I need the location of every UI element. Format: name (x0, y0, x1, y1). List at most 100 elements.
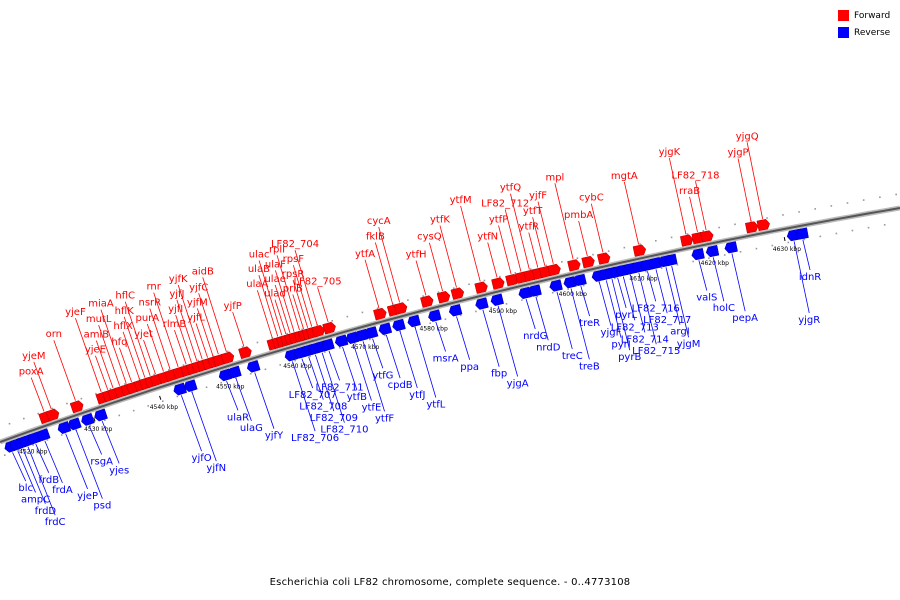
gene-label: ytfG (372, 370, 393, 381)
gene-arrow[interactable] (69, 400, 84, 414)
gene-arrow[interactable] (597, 252, 611, 265)
gene-arrow[interactable] (220, 351, 235, 365)
gene-arrow[interactable] (321, 338, 335, 351)
gene-label: purA (135, 313, 159, 324)
gene-arrow[interactable] (373, 307, 387, 321)
gene-label: yjfJ (169, 289, 184, 300)
gene-arrow[interactable] (173, 382, 188, 396)
track-dot (256, 341, 259, 344)
backbone-line (0, 207, 900, 443)
gene-label: ytfM (450, 195, 472, 206)
track-dot (429, 322, 432, 325)
gene-arrow[interactable] (474, 281, 488, 294)
track-dot (814, 208, 816, 210)
gene-arrow[interactable] (184, 379, 198, 393)
gene-label: hflX (113, 321, 133, 332)
axis-tick-label: 4610 kbp (629, 275, 657, 282)
gene-leader-line (353, 343, 372, 401)
gene-arrow[interactable] (448, 303, 463, 317)
gene-arrow[interactable] (491, 277, 505, 290)
gene-arrow[interactable] (700, 230, 714, 243)
gene-label: mutL (86, 314, 112, 325)
gene-arrow[interactable] (238, 346, 252, 360)
gene-label: rpsF (283, 254, 305, 265)
gene-label: yjfL (187, 312, 205, 323)
gene-arrow[interactable] (691, 248, 705, 261)
gene-label: fklB (366, 231, 385, 242)
gene-arrow[interactable] (549, 279, 563, 292)
gene-arrow[interactable] (392, 318, 406, 332)
gene-arrow[interactable] (393, 302, 408, 315)
gene-arrow[interactable] (745, 221, 759, 234)
gene-arrow[interactable] (632, 244, 647, 257)
gene-arrow[interactable] (228, 365, 242, 379)
gene-arrow[interactable] (581, 255, 595, 269)
gene-arrow[interactable] (68, 417, 82, 431)
track-dot (241, 346, 244, 348)
gene-arrow[interactable] (246, 359, 261, 373)
gene-arrow[interactable] (378, 322, 393, 336)
gene-label: idnR (799, 272, 821, 283)
track-dot (490, 306, 493, 309)
gene-label: ytfF (375, 413, 394, 424)
gene-leader-line (301, 358, 314, 389)
gene-label: holC (713, 303, 735, 314)
gene-arrow[interactable] (311, 324, 325, 338)
gene-label: yjfN (206, 463, 226, 474)
track-dot (505, 303, 508, 305)
gene-arrow[interactable] (407, 314, 421, 328)
gene-arrow[interactable] (450, 287, 465, 300)
gene-label: priB (283, 283, 303, 294)
axis-tick-label: 4630 kbp (773, 246, 801, 253)
gene-label: ulaG (240, 423, 263, 434)
gene-label: yjeE (85, 345, 106, 356)
gene-leader-line (629, 274, 646, 333)
gene-arrow[interactable] (705, 245, 720, 258)
gene-arrow[interactable] (36, 428, 51, 442)
gene-leader-line (460, 205, 481, 282)
gene-leader-line (578, 220, 588, 257)
gene-label: orn (46, 329, 62, 340)
track-dot (369, 338, 371, 341)
gene-leader-line (119, 347, 132, 382)
gene-label: nrdD (536, 342, 561, 353)
gene-leader-line (497, 305, 519, 377)
gene-arrow[interactable] (322, 321, 336, 335)
gene-arrow[interactable] (724, 241, 738, 254)
track-dot (286, 332, 289, 335)
axis-tick-label: 4590 kbp (489, 308, 517, 315)
track-dot (422, 295, 424, 297)
gene-arrow[interactable] (428, 309, 442, 322)
gene-arrow[interactable] (573, 273, 587, 287)
reverse-swatch (838, 27, 849, 38)
gene-arrow[interactable] (334, 334, 349, 348)
track-dot (686, 233, 689, 235)
gene-arrow[interactable] (795, 227, 809, 240)
gene-arrow[interactable] (664, 253, 678, 266)
gene-leader-line (153, 292, 179, 367)
gene-arrow[interactable] (567, 259, 581, 272)
gene-label: aidB (192, 266, 214, 277)
track-dot (294, 359, 296, 362)
gene-leader-line (191, 391, 217, 462)
gene-arrow[interactable] (364, 326, 379, 339)
gene-arrow[interactable] (475, 297, 489, 310)
gene-arrow[interactable] (680, 234, 694, 247)
gene-arrow[interactable] (490, 293, 505, 306)
gene-leader-line (414, 327, 437, 398)
gene-arrow[interactable] (94, 408, 108, 422)
gene-leader-line (276, 255, 300, 331)
gene-arrow[interactable] (420, 295, 434, 308)
track-dot (264, 368, 267, 371)
track-dot (879, 196, 881, 199)
gene-arrow[interactable] (436, 291, 451, 304)
gene-arrow[interactable] (528, 284, 542, 297)
gene-arrow[interactable] (756, 219, 770, 232)
gene-arrow[interactable] (45, 408, 60, 422)
gene-arrow[interactable] (547, 263, 561, 277)
axis-tick (93, 417, 96, 422)
gene-arrow[interactable] (81, 412, 95, 426)
track-dot (226, 350, 229, 353)
gene-label: frdD (35, 506, 57, 517)
gene-arrow[interactable] (57, 420, 72, 434)
